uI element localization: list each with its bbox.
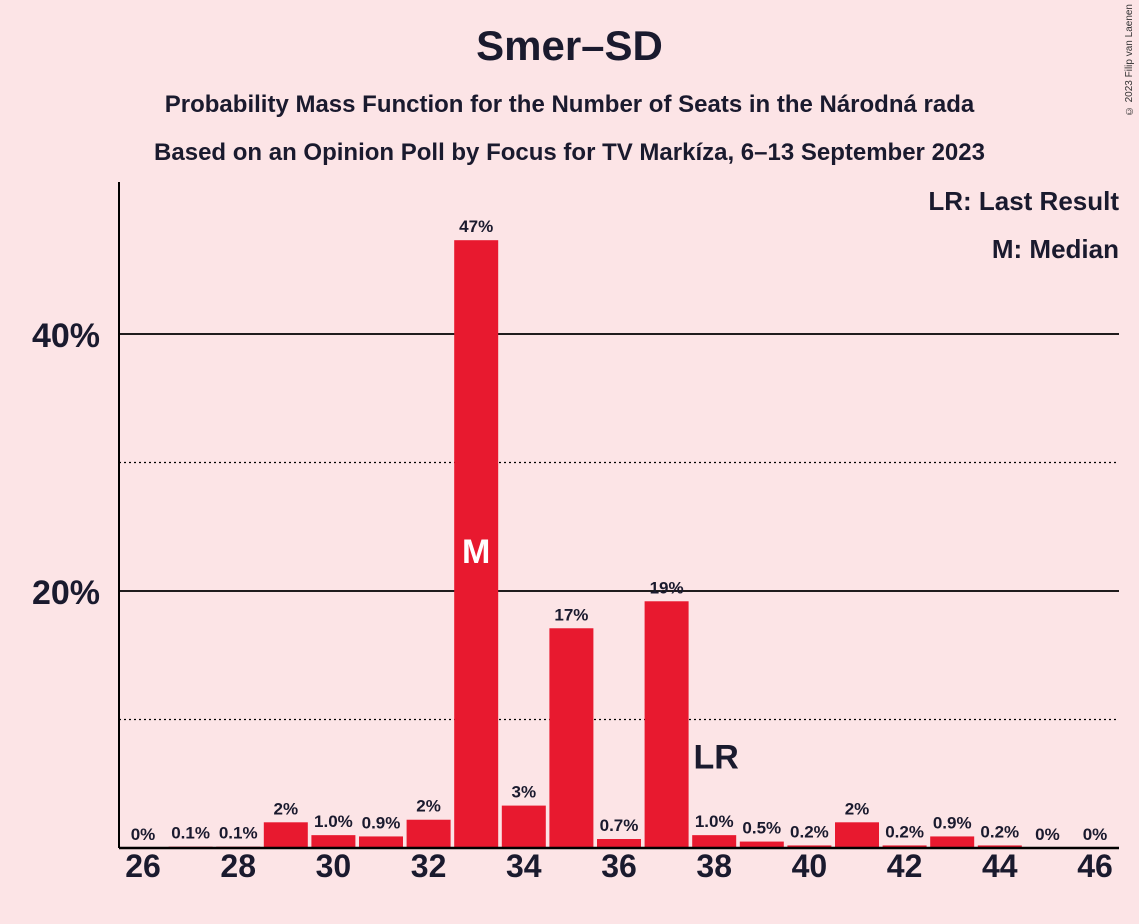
bar <box>311 835 356 848</box>
x-tick-label: 44 <box>982 848 1018 884</box>
chart-title: Smer–SD <box>476 22 663 69</box>
y-tick-label: 40% <box>32 317 100 355</box>
bar-value-label: 19% <box>650 578 684 597</box>
legend-last-result: LR: Last Result <box>928 186 1119 216</box>
bar-value-label: 2% <box>845 799 870 818</box>
x-tick-label: 42 <box>887 848 923 884</box>
bar <box>454 240 499 848</box>
bar-value-label: 0% <box>1083 825 1108 844</box>
bar-value-label: 0.1% <box>219 824 258 843</box>
x-tick-label: 26 <box>125 848 161 884</box>
bar-value-label: 1.0% <box>695 812 734 831</box>
bar <box>692 835 737 848</box>
x-tick-label: 36 <box>601 848 637 884</box>
bar <box>501 805 546 848</box>
bar-value-label: 1.0% <box>314 812 353 831</box>
bar-value-label: 0.2% <box>980 822 1019 841</box>
bar-value-label: 17% <box>554 605 588 624</box>
median-marker: M <box>462 533 490 571</box>
x-tick-label: 30 <box>316 848 352 884</box>
bar <box>739 841 784 848</box>
bar <box>930 836 975 848</box>
bar-value-label: 2% <box>274 799 299 818</box>
bar <box>644 601 689 848</box>
x-tick-label: 32 <box>411 848 447 884</box>
bar-value-label: 0% <box>1035 825 1060 844</box>
x-tick-label: 34 <box>506 848 542 884</box>
bar <box>406 819 451 848</box>
bar-value-label: 3% <box>512 783 537 802</box>
bar-value-label: 0.9% <box>362 813 401 832</box>
chart-subtitle: Probability Mass Function for the Number… <box>164 91 975 118</box>
bar-value-label: 0.1% <box>171 824 210 843</box>
x-tick-label: 38 <box>696 848 732 884</box>
bar <box>977 845 1022 848</box>
bar-value-label: 0% <box>131 825 156 844</box>
bar-value-label: 0.5% <box>742 819 781 838</box>
chart-subtitle-source: Based on an Opinion Poll by Focus for TV… <box>154 139 985 166</box>
bar-value-label: 2% <box>416 797 441 816</box>
bar-value-label: 47% <box>459 217 493 236</box>
bar <box>359 836 403 848</box>
legend-median: M: Median <box>991 234 1119 264</box>
y-tick-label: 20% <box>32 574 100 612</box>
bar-value-label: 0.7% <box>600 816 639 835</box>
bar <box>882 845 927 848</box>
x-tick-label: 28 <box>220 848 256 884</box>
x-tick-label: 40 <box>792 848 828 884</box>
bar-value-label: 0.2% <box>790 822 829 841</box>
bar-value-label: 0.2% <box>885 822 924 841</box>
bar <box>549 628 594 848</box>
bar <box>597 839 641 848</box>
last-result-marker: LR <box>694 738 739 776</box>
bar <box>263 822 308 848</box>
bar <box>787 845 832 848</box>
bar-value-label: 0.9% <box>933 813 972 832</box>
x-tick-label: 46 <box>1077 848 1113 884</box>
bar <box>835 822 879 848</box>
